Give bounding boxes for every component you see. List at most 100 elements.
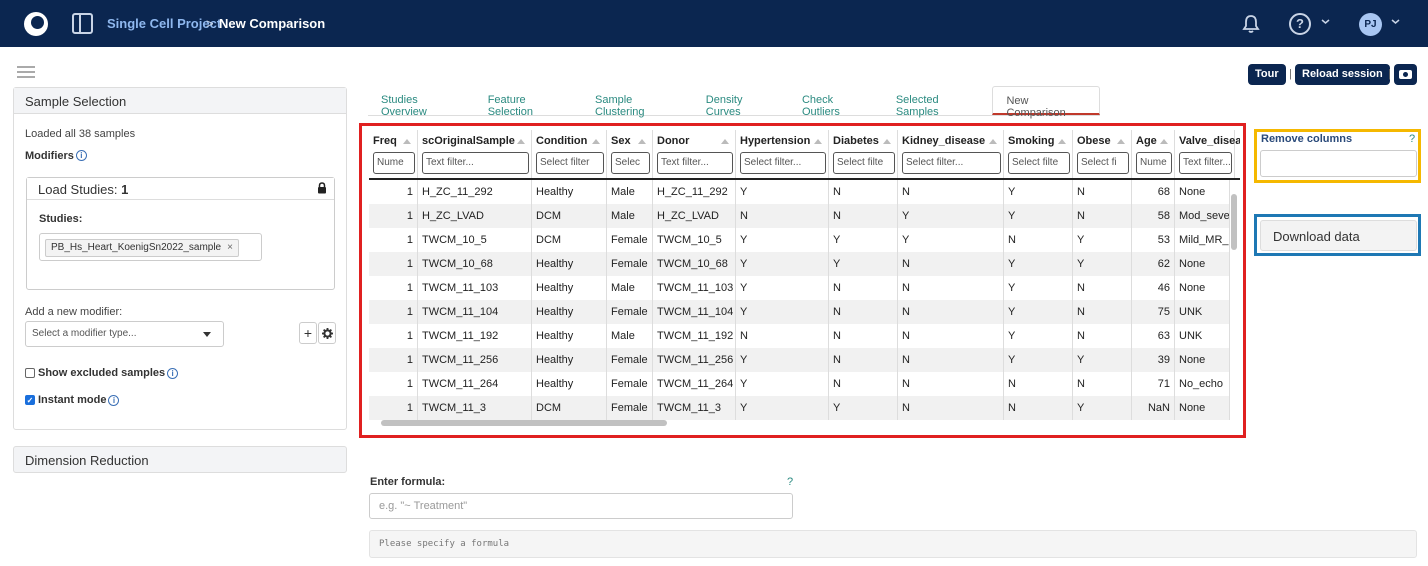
table-cell[interactable]: 53 [1132,228,1175,252]
horizontal-scroll-thumb[interactable] [381,420,667,426]
help-chevron-down-icon[interactable] [1321,17,1330,26]
table-cell[interactable]: 1 [369,276,418,300]
formula-input[interactable]: e.g. "~ Treatment" [369,493,793,519]
column-header[interactable]: Donor Text filter... [653,130,736,178]
table-cell[interactable]: Y [736,348,829,372]
table-cell[interactable]: H_ZC_11_292 [418,180,532,204]
table-cell[interactable]: Female [607,228,653,252]
table-cell[interactable]: N [898,300,1004,324]
table-cell[interactable]: N [736,324,829,348]
table-cell[interactable]: N [1073,372,1132,396]
table-cell[interactable]: None [1175,252,1230,276]
table-cell[interactable]: Male [607,180,653,204]
table-cell[interactable]: Y [1073,348,1132,372]
table-cell[interactable]: N [1004,228,1073,252]
table-cell[interactable]: Y [1004,204,1073,228]
table-cell[interactable]: TWCM_10_68 [418,252,532,276]
table-cell[interactable]: DCM [532,204,607,228]
column-filter-input[interactable]: Selec [611,152,650,174]
column-header[interactable]: Obese Select fi [1073,130,1132,178]
horizontal-scrollbar[interactable] [369,418,1229,428]
table-cell[interactable]: TWCM_11_104 [653,300,736,324]
table-cell[interactable]: Y [736,228,829,252]
table-cell[interactable]: Y [829,396,898,420]
table-cell[interactable]: 1 [369,180,418,204]
table-cell[interactable]: N [736,204,829,228]
table-row[interactable]: 1 H_ZC_11_292 Healthy Male H_ZC_11_292 Y N N Y N 6… [369,180,1230,204]
column-filter-input[interactable]: Select filter... [902,152,1001,174]
column-filter-input[interactable]: Text filter... [657,152,733,174]
table-cell[interactable]: Healthy [532,300,607,324]
table-cell[interactable]: Y [736,276,829,300]
column-title[interactable]: Sex [611,135,631,147]
instant-mode-info-icon[interactable]: i [108,394,120,406]
table-cell[interactable]: 1 [369,300,418,324]
column-filter-input[interactable]: Nume [1136,152,1172,174]
table-cell[interactable]: H_ZC_11_292 [653,180,736,204]
table-cell[interactable]: Male [607,324,653,348]
download-data-button[interactable]: Download data [1260,220,1417,251]
table-cell[interactable]: N [1073,300,1132,324]
table-cell[interactable]: N [898,396,1004,420]
sort-arrow-icon[interactable] [1160,139,1168,144]
vertical-scroll-thumb[interactable] [1231,194,1237,250]
table-cell[interactable]: TWCM_11_256 [418,348,532,372]
column-filter-input[interactable]: Select filte [833,152,895,174]
column-title[interactable]: Hypertension [740,135,811,147]
column-header[interactable]: Smoking Select filte [1004,130,1073,178]
table-row[interactable]: 1 TWCM_10_5 DCM Female TWCM_10_5 Y Y Y N Y 53 Mild_… [369,228,1230,252]
table-cell[interactable]: 75 [1132,300,1175,324]
column-filter-input[interactable]: Select fi [1077,152,1129,174]
table-cell[interactable]: TWCM_11_256 [653,348,736,372]
table-row[interactable]: 1 H_ZC_LVAD DCM Male H_ZC_LVAD N N Y Y N 58 Mod_sev… [369,204,1230,228]
table-row[interactable]: 1 TWCM_11_192 Healthy Male TWCM_11_192 N N N Y N 6… [369,324,1230,348]
table-cell[interactable]: 58 [1132,204,1175,228]
table-cell[interactable]: 1 [369,204,418,228]
column-title[interactable]: Freq [373,135,397,147]
table-cell[interactable]: 1 [369,396,418,420]
table-cell[interactable]: 62 [1132,252,1175,276]
user-chevron-down-icon[interactable] [1391,17,1400,26]
column-header[interactable]: Kidney_disease Select filter... [898,130,1004,178]
table-cell[interactable]: 46 [1132,276,1175,300]
table-cell[interactable]: TWCM_11_264 [418,372,532,396]
table-cell[interactable]: N [898,252,1004,276]
table-cell[interactable]: Female [607,252,653,276]
table-cell[interactable]: Male [607,204,653,228]
instant-mode-row[interactable]: ✓ Instant mode i [25,394,120,406]
table-cell[interactable]: Healthy [532,252,607,276]
table-cell[interactable]: UNK [1175,324,1230,348]
table-cell[interactable]: Y [1004,180,1073,204]
tab-check-outliers[interactable]: Check Outliers [801,94,840,118]
table-cell[interactable]: 39 [1132,348,1175,372]
column-header[interactable]: scOriginalSample Text filter... [418,130,532,178]
table-cell[interactable]: N [898,372,1004,396]
sort-arrow-icon[interactable] [883,139,891,144]
table-cell[interactable]: H_ZC_LVAD [418,204,532,228]
modifier-type-select[interactable]: Select a modifier type... [25,321,224,347]
studies-select[interactable]: PB_Hs_Heart_KoenigSn2022_sample × [39,233,262,261]
sort-arrow-icon[interactable] [989,139,997,144]
table-cell[interactable]: N [829,276,898,300]
table-cell[interactable]: N [1073,180,1132,204]
table-cell[interactable]: Female [607,348,653,372]
table-cell[interactable]: Y [736,180,829,204]
table-cell[interactable]: Male [607,276,653,300]
table-cell[interactable]: TWCM_11_103 [418,276,532,300]
table-cell[interactable]: TWCM_11_192 [653,324,736,348]
reload-session-button[interactable]: Reload session [1295,64,1390,85]
sort-arrow-icon[interactable] [1117,139,1125,144]
column-header[interactable]: Hypertension Select filter... [736,130,829,178]
show-excluded-info-icon[interactable]: i [167,367,179,379]
column-header[interactable]: Valve_disea Text filter... [1175,130,1240,178]
table-cell[interactable]: 1 [369,324,418,348]
sort-arrow-icon[interactable] [721,139,729,144]
table-cell[interactable]: N [898,324,1004,348]
column-title[interactable]: Valve_disea [1179,135,1240,147]
table-cell[interactable]: Mild_MR_ [1175,228,1230,252]
column-title[interactable]: Kidney_disease [902,135,986,147]
table-cell[interactable]: None [1175,276,1230,300]
table-cell[interactable]: None [1175,180,1230,204]
screenshot-camera-button[interactable] [1394,64,1417,85]
table-cell[interactable]: 1 [369,252,418,276]
